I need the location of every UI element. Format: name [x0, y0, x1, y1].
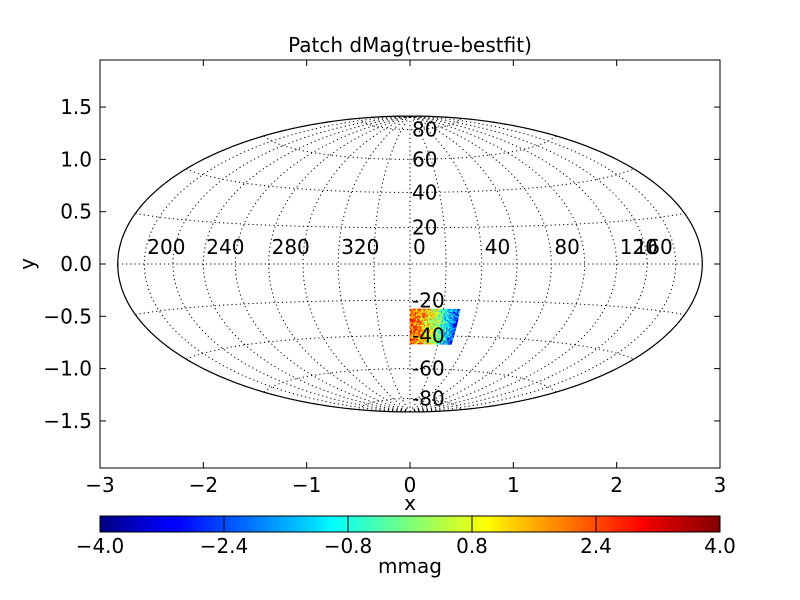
meridian-line	[268, 115, 411, 413]
parallel-label: -20	[412, 288, 445, 312]
colorbar-label: mmag	[378, 554, 442, 578]
meridian-line	[337, 115, 411, 413]
parallel-label: -40	[412, 324, 445, 348]
meridian-line	[373, 115, 411, 413]
y-tick-label: 1.0	[60, 147, 92, 171]
y-tick-label: 1.5	[60, 95, 92, 119]
sphere-boundary	[117, 115, 703, 413]
parallel-line	[185, 168, 635, 193]
x-tick-label: 1	[507, 473, 520, 497]
parallel-label: -80	[412, 387, 445, 411]
meridian-line	[409, 115, 483, 413]
colorbar-ticks: −4.0 −2.4 −0.8 0.8 2.4 4.0	[76, 516, 736, 558]
meridian-line	[409, 115, 447, 413]
y-tick-label: −1.0	[43, 357, 92, 381]
meridian-line	[143, 115, 411, 413]
y-tick-label: 0.0	[60, 252, 92, 276]
colorbar-tick-label: 4.0	[704, 534, 736, 558]
x-tick-label: 3	[714, 473, 727, 497]
x-tick-label: 2	[610, 473, 623, 497]
parallel-label: 20	[412, 216, 437, 240]
meridian-line	[409, 115, 677, 413]
meridian-line	[409, 115, 518, 413]
data-patch	[409, 308, 461, 345]
meridian-line	[409, 115, 648, 413]
parallel-label: -60	[412, 357, 445, 381]
data-cell	[458, 308, 461, 311]
meridian-label: 120	[620, 235, 658, 259]
x-axis-label: x	[404, 491, 416, 515]
x-tick-label: −3	[85, 473, 114, 497]
y-tick-label: 0.5	[60, 200, 92, 224]
meridian-line	[172, 115, 411, 413]
parallel-line	[185, 335, 635, 360]
y-tick-label: −0.5	[43, 304, 92, 328]
meridian-label: 280	[272, 235, 310, 259]
y-axis: 1.5 1.0 0.5 0.0 −0.5 −1.0 −1.5	[43, 95, 720, 433]
parallel-line	[135, 299, 685, 316]
parallel-line	[135, 212, 685, 229]
colorbar-tick-label: −2.4	[200, 534, 249, 558]
colorbar-tick-label: −0.8	[324, 534, 373, 558]
colorbar-tick-label: 0.8	[456, 534, 488, 558]
meridian-line	[409, 115, 618, 413]
parallel-label: 40	[412, 180, 437, 204]
meridian-label: 40	[485, 235, 510, 259]
meridian-line	[202, 115, 411, 413]
meridian-line	[409, 115, 552, 413]
colorbar-tick-label: −4.0	[76, 534, 125, 558]
colorbar-tick-label: 2.4	[580, 534, 612, 558]
meridian-label: 320	[341, 235, 379, 259]
parallel-label: 80	[412, 118, 437, 142]
meridian-label: 200	[147, 235, 185, 259]
parallel-label: 60	[412, 147, 437, 171]
meridian-label: 0	[413, 235, 426, 259]
colorbar-gradient	[99, 515, 721, 533]
meridian-line	[302, 115, 411, 413]
y-axis-label: y	[15, 258, 39, 270]
x-tick-label: 0	[404, 473, 417, 497]
x-tick-label: −1	[292, 473, 321, 497]
colorbar: −4.0 −2.4 −0.8 0.8 2.4 4.0 mmag	[76, 515, 736, 578]
x-axis: −3 −2 −1 0 1 2 3	[85, 60, 726, 497]
chart-title: Patch dMag(true-bestfit)	[288, 33, 532, 57]
meridian-label: 240	[206, 235, 244, 259]
y-tick-label: −1.5	[43, 409, 92, 433]
meridian-label: 80	[554, 235, 579, 259]
x-tick-label: −2	[189, 473, 218, 497]
meridian-label: 160	[635, 235, 673, 259]
